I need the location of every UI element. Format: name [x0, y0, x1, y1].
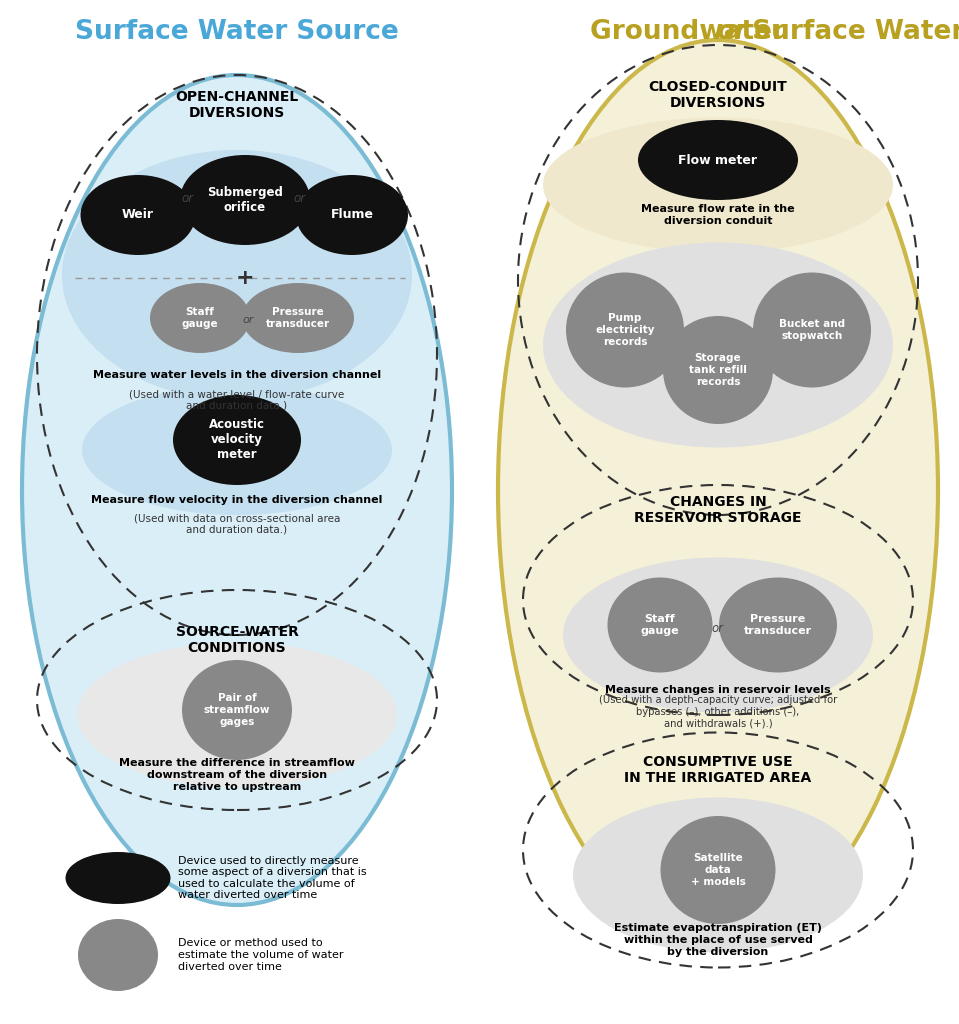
Ellipse shape — [661, 816, 776, 924]
Ellipse shape — [82, 385, 392, 515]
Text: Pressure
transducer: Pressure transducer — [744, 614, 812, 636]
Text: Measure flow rate in the
diversion conduit: Measure flow rate in the diversion condu… — [642, 204, 795, 226]
Text: or: or — [716, 19, 747, 45]
Text: or: or — [712, 622, 724, 635]
Text: Pressure
transducer: Pressure transducer — [266, 307, 330, 329]
Text: Flow meter: Flow meter — [679, 154, 758, 167]
Ellipse shape — [65, 852, 171, 904]
Ellipse shape — [573, 798, 863, 952]
Ellipse shape — [22, 75, 452, 905]
Ellipse shape — [180, 155, 310, 245]
Text: Device or method used to: Device or method used to — [178, 944, 322, 966]
Text: Bucket and
stopwatch: Bucket and stopwatch — [779, 319, 845, 341]
Ellipse shape — [753, 272, 871, 387]
Text: Surface Water Source: Surface Water Source — [75, 19, 399, 45]
Ellipse shape — [242, 283, 354, 353]
Text: Estimate evapotranspiration (ET)
within the place of use served
by the diversion: Estimate evapotranspiration (ET) within … — [614, 924, 822, 956]
Ellipse shape — [638, 120, 798, 200]
Text: Flume: Flume — [331, 209, 373, 221]
Text: Pump
electricity
records: Pump electricity records — [596, 313, 655, 346]
Ellipse shape — [543, 243, 893, 447]
Ellipse shape — [296, 175, 408, 255]
Text: Acoustic
velocity
meter: Acoustic velocity meter — [209, 419, 265, 462]
Text: (Used with a depth-capacity curve; adjusted for
bypasses (–), other additions (–: (Used with a depth-capacity curve; adjus… — [598, 695, 837, 729]
Text: Device or method used to
estimate the volume of water
diverted over time: Device or method used to estimate the vo… — [178, 938, 343, 972]
Ellipse shape — [719, 578, 837, 673]
Text: Staff
gauge: Staff gauge — [641, 614, 679, 636]
Ellipse shape — [566, 272, 684, 387]
Text: Groundwater: Groundwater — [590, 19, 794, 45]
Text: +: + — [236, 268, 254, 288]
Text: Measure flow velocity in the diversion channel: Measure flow velocity in the diversion c… — [91, 495, 383, 505]
Text: Submerged
orifice: Submerged orifice — [207, 186, 283, 214]
Text: (Used with data on cross-sectional area
and duration data.): (Used with data on cross-sectional area … — [134, 513, 340, 535]
Text: or: or — [294, 191, 306, 205]
Ellipse shape — [543, 118, 893, 253]
Text: (Used with a water-level / flow-rate curve
and duration data.): (Used with a water-level / flow-rate cur… — [129, 389, 344, 411]
Ellipse shape — [77, 642, 397, 787]
Ellipse shape — [173, 395, 301, 485]
Text: Satellite
data
+ models: Satellite data + models — [690, 853, 745, 887]
Ellipse shape — [498, 40, 938, 940]
Text: Measure water levels in the diversion channel: Measure water levels in the diversion ch… — [93, 370, 381, 380]
Text: OPEN-CHANNEL
DIVERSIONS: OPEN-CHANNEL DIVERSIONS — [175, 90, 298, 120]
Ellipse shape — [663, 316, 773, 424]
Ellipse shape — [62, 150, 412, 400]
Ellipse shape — [81, 175, 196, 255]
Text: Surface Water Source: Surface Water Source — [743, 19, 959, 45]
Text: Device used to directly measure
some aspect of a diversion that is
used to calcu: Device used to directly measure some asp… — [178, 856, 366, 900]
Ellipse shape — [78, 919, 158, 991]
Ellipse shape — [563, 557, 873, 713]
Text: Weir: Weir — [122, 209, 154, 221]
Text: or: or — [243, 315, 254, 325]
Text: Storage
tank refill
records: Storage tank refill records — [690, 353, 747, 387]
Ellipse shape — [607, 578, 713, 673]
Text: Pair of
streamflow
gages: Pair of streamflow gages — [203, 693, 270, 727]
Text: CONSUMPTIVE USE
IN THE IRRIGATED AREA: CONSUMPTIVE USE IN THE IRRIGATED AREA — [624, 755, 811, 785]
Text: Staff
gauge: Staff gauge — [181, 307, 219, 329]
Text: CLOSED-CONDUIT
DIVERSIONS: CLOSED-CONDUIT DIVERSIONS — [648, 80, 787, 111]
Text: SOURCE-WATER
CONDITIONS: SOURCE-WATER CONDITIONS — [175, 625, 298, 655]
Text: or: or — [182, 191, 194, 205]
Text: Measure changes in reservoir levels: Measure changes in reservoir levels — [605, 685, 830, 695]
Ellipse shape — [182, 660, 292, 760]
Text: CHANGES IN
RESERVOIR STORAGE: CHANGES IN RESERVOIR STORAGE — [634, 495, 802, 525]
Ellipse shape — [150, 283, 250, 353]
Text: Measure the difference in streamflow
downstream of the diversion
relative to ups: Measure the difference in streamflow dow… — [119, 759, 355, 792]
